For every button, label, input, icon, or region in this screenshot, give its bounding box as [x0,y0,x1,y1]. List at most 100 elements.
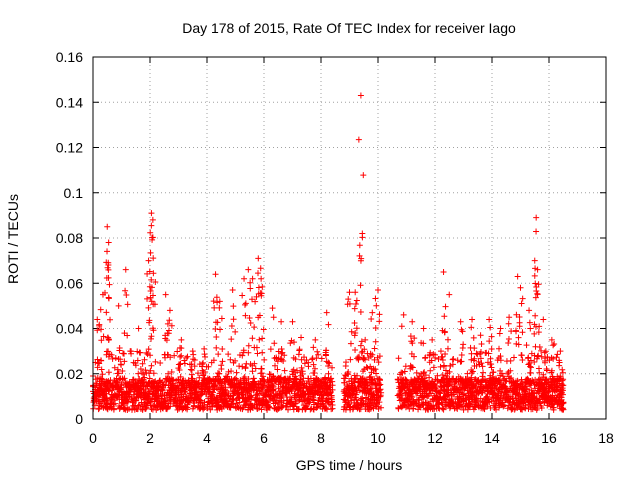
data-point [212,380,219,387]
data-point [526,307,533,314]
data-point [185,399,192,406]
data-point [519,329,526,336]
data-point [251,324,258,331]
data-point [188,361,195,368]
data-point [182,389,189,396]
data-point [143,349,150,356]
data-point [325,321,332,328]
data-point [124,398,131,405]
data-point [554,351,561,358]
data-point [296,347,303,354]
data-point [295,406,302,413]
data-point [183,354,190,361]
data-point [292,356,299,363]
data-point [540,316,547,323]
data-point [94,316,101,323]
data-point [263,398,270,405]
x-tick-label: 0 [89,430,97,446]
y-tick-label: 0.12 [56,140,83,156]
data-point [142,386,149,393]
data-point [215,351,222,358]
data-point [229,287,236,294]
data-point [177,344,184,351]
data-point [171,352,178,359]
data-point [362,336,369,343]
data-point [357,92,364,99]
data-point [122,287,129,294]
data-point [187,366,194,373]
data-point [182,377,189,384]
data-point [347,340,354,347]
data-point [298,364,305,371]
data-point [126,393,133,400]
data-point [98,366,105,373]
data-point [414,390,421,397]
data-point [254,350,261,357]
data-point [478,340,485,347]
data-point [376,318,383,325]
x-tick-label: 16 [541,430,557,446]
data-point [486,316,493,323]
data-point [135,370,142,377]
data-point [452,379,459,386]
data-point [142,405,149,412]
data-point [395,355,402,362]
data-point [412,400,419,407]
data-point [477,332,484,339]
data-point [211,304,218,311]
data-point [245,349,252,356]
data-point [121,350,128,357]
data-point [372,338,379,345]
data-point [357,282,364,289]
data-point [359,395,366,402]
data-point [261,356,268,363]
data-point [132,362,139,369]
data-point [227,356,234,363]
data-point [166,317,173,324]
y-axis-label: ROTI / TECUs [5,194,21,284]
data-point [375,287,381,294]
data-point [181,388,188,395]
data-point [128,348,135,355]
data-point [247,320,254,327]
y-tick-label: 0.06 [56,275,83,291]
y-tick-label: 0.1 [64,185,84,201]
data-point [402,404,409,411]
data-point [403,377,410,384]
data-point [353,397,360,404]
data-point [225,368,232,375]
data-point [353,297,360,304]
data-point [329,364,336,371]
data-point [323,309,330,316]
data-point [289,318,296,325]
data-point [241,301,248,308]
data-point [533,228,540,235]
x-tick-label: 10 [370,430,386,446]
data-point [225,351,232,358]
y-tick-label: 0.04 [56,321,83,337]
data-point [267,346,274,353]
data-point [251,378,258,385]
data-point [239,363,246,370]
data-point [420,325,427,332]
data-point [439,371,446,378]
data-point [488,346,495,353]
data-point [550,342,557,349]
data-point [239,292,246,299]
data-point [248,394,255,401]
data-point [356,354,363,361]
x-axis-label: GPS time / hours [296,457,403,473]
data-point [139,360,146,367]
data-point [104,248,111,255]
data-point [212,271,219,278]
data-point [232,328,239,335]
data-point [241,275,248,282]
data-point [459,391,466,398]
data-point [242,402,249,409]
data-point [505,320,512,327]
data-point [105,294,112,301]
data-point [429,336,436,343]
data-point [142,367,149,374]
data-point [376,399,383,406]
